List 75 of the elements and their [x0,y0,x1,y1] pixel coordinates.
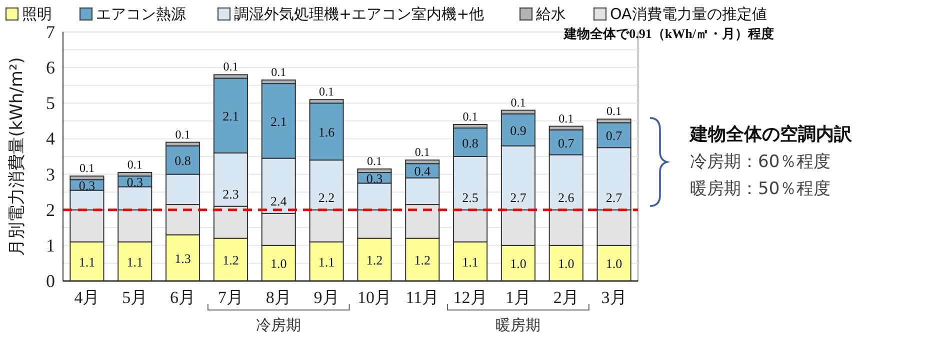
data-label: 0.1 [319,84,334,99]
x-tick-label: 6月 [170,288,196,307]
data-label: 0.1 [366,154,382,168]
data-label: 1.0 [606,256,622,272]
data-label: 0.1 [462,109,478,124]
annotation: 2.7 [606,190,623,205]
x-tick-label: 3月 [601,288,627,307]
data-label: 0.1 [271,65,286,80]
annotation: 2.4 [270,193,288,208]
data-label: 1.6 [318,124,336,140]
x-tick-label: 8月 [266,288,292,307]
data-label: 1.0 [510,256,526,272]
data-label: 0.1 [223,60,238,74]
y-axis-title: 月別電力消費量(kWh/m²) [7,57,27,256]
data-label: 0.7 [558,135,575,150]
annotation: 2.5 [462,190,478,205]
data-label: 0.1 [127,158,142,172]
legend-label: OA消費電力量の推定値 [610,5,767,23]
x-tick-label: 4月 [74,288,100,307]
data-label: 1.0 [270,256,287,272]
text: 建物全体の空調内訳 [688,124,853,145]
x-tick-label: 1月 [505,288,531,307]
text: 暖房期 [496,316,541,334]
y-tick-label: 7 [46,22,55,42]
text: 冷房期：60％程度 [690,152,831,172]
annotation: 2.7 [510,190,527,205]
data-label: 0.1 [175,127,190,142]
x-tick-label: 2月 [553,288,579,307]
data-label: 1.3 [174,250,191,266]
data-label: 1.1 [126,254,143,270]
data-label: 0.1 [558,111,574,126]
data-label: 0.1 [510,95,526,110]
text: 冷房期 [256,316,302,334]
data-label: 0.1 [606,104,622,118]
data-label: 0.1 [414,145,430,160]
text: 暖房期：50％程度 [690,179,831,199]
data-label: 0.7 [606,128,623,144]
data-label: 1.1 [318,254,335,270]
x-tick-label: 9月 [314,288,340,307]
legend-label: 給水 [535,5,566,23]
data-label: 0.8 [462,135,478,150]
y-tick-label: 1 [46,235,55,256]
data-label: 0.3 [78,178,96,193]
data-label: 1.2 [366,252,383,268]
x-tick-label: 7月 [218,288,244,307]
y-tick-label: 6 [46,58,55,78]
legend-label: 照明 [22,5,52,23]
legend-label: 調湿外気処理機+エアコン室内機+他 [234,5,484,23]
data-label: 2.1 [270,114,287,129]
data-label: 1.1 [462,254,478,270]
data-label: 0.3 [126,174,143,190]
x-tick-label: 10月 [357,288,392,307]
annotation: 建物全体で0.91（kWh/㎡・月）程度 [563,26,774,41]
data-label: 0.4 [414,164,431,179]
data-label: 1.0 [558,256,574,272]
data-label: 0.9 [510,122,526,138]
data-label: 1.2 [222,252,239,268]
x-tick-label: 5月 [122,288,148,307]
data-label: 0.3 [366,170,383,186]
data-label: 1.2 [414,252,430,268]
x-tick-label: 11月 [406,288,440,307]
y-tick-label: 3 [46,164,55,184]
annotation: 2.3 [222,186,239,202]
data-label: 2.1 [222,108,239,124]
annotation: 2.6 [558,190,575,205]
y-tick-label: 4 [46,128,55,149]
y-tick-label: 0 [46,271,55,291]
y-tick-label: 5 [46,93,55,114]
data-label: 0.8 [174,153,191,168]
annotation: 2.2 [318,190,335,205]
data-label: 1.1 [78,254,96,270]
x-tick-label: 12月 [453,288,488,307]
y-tick-label: 2 [46,200,55,220]
data-label: 0.1 [79,161,94,176]
legend-label: エアコン熱源 [96,5,186,23]
